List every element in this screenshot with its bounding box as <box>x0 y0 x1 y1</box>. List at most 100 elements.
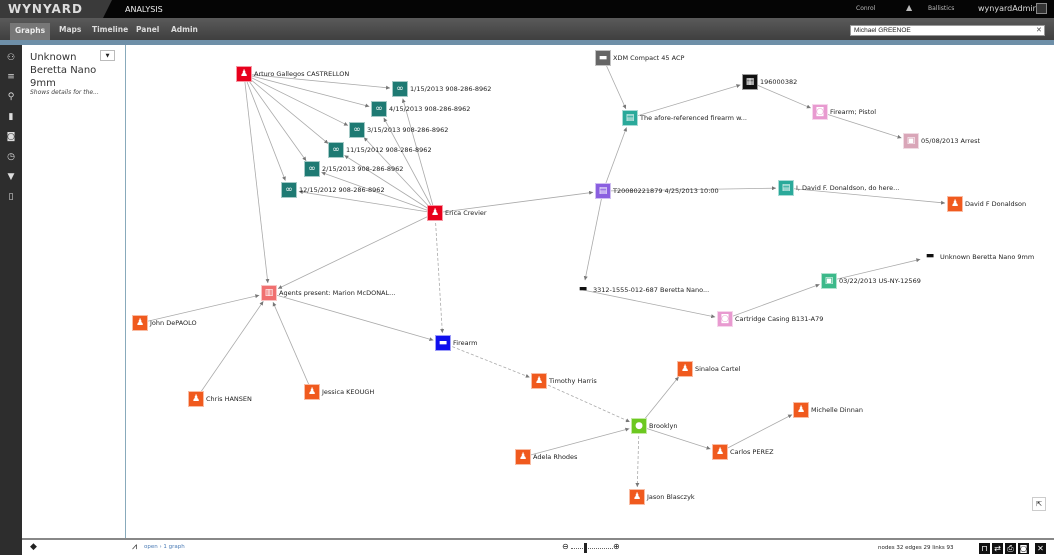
zoom-slider[interactable]: ⊖ ⊕ <box>562 542 620 553</box>
graph-edge[interactable] <box>638 425 711 450</box>
zoom-slider-thumb[interactable] <box>583 543 587 553</box>
graph-node-link[interactable]: ∞ <box>371 101 387 117</box>
print-icon[interactable]: ⎙ <box>1005 543 1016 554</box>
graph-node-person[interactable]: ♟ <box>515 449 531 465</box>
user-avatar-icon[interactable] <box>1036 3 1047 14</box>
graph-edge[interactable] <box>719 414 793 453</box>
graph-edge[interactable] <box>442 342 530 378</box>
graph-edge[interactable] <box>434 212 445 334</box>
graph-edge[interactable] <box>582 289 716 319</box>
graph-node-gun[interactable]: ▬ <box>922 249 938 265</box>
graph-edge[interactable] <box>243 73 370 108</box>
filter-icon[interactable]: ▼ <box>7 172 15 182</box>
graph-edge[interactable] <box>629 84 741 119</box>
ballistics-link[interactable]: Ballistics <box>928 5 955 12</box>
graph-edge[interactable] <box>363 137 436 214</box>
graph-edge[interactable] <box>522 427 630 458</box>
fit-view-button[interactable]: ⇱ <box>1032 497 1046 511</box>
graph-edge[interactable] <box>749 81 811 109</box>
camera-snapshot-icon[interactable]: ◙ <box>1018 543 1029 554</box>
graph-edge[interactable] <box>243 73 270 284</box>
graph-edge[interactable] <box>272 302 313 393</box>
tab-panel[interactable]: Panel <box>136 25 160 34</box>
graph-node-gun[interactable]: ▬ <box>575 282 591 298</box>
tab-maps[interactable]: Maps <box>59 25 82 34</box>
tab-timeline[interactable]: Timeline <box>92 25 129 34</box>
graph-edge[interactable] <box>383 117 436 214</box>
close-icon[interactable]: ✕ <box>1035 543 1046 554</box>
graph-node-book[interactable]: ▥ <box>261 285 277 301</box>
graph-node-person[interactable]: ♟ <box>947 196 963 212</box>
list-icon[interactable]: ≡ <box>7 72 15 82</box>
tab-graphs[interactable]: Graphs <box>10 23 50 40</box>
graph-edge[interactable] <box>538 380 631 423</box>
layout-icon[interactable]: ⇄ <box>992 543 1003 554</box>
graph-edge[interactable] <box>785 187 946 205</box>
search-input[interactable] <box>850 25 1045 36</box>
graph-edge[interactable] <box>321 171 436 214</box>
panel-dropdown[interactable]: ▼ <box>100 50 115 61</box>
search-icon[interactable]: ⚲ <box>7 92 15 102</box>
notebook-icon[interactable]: ▮ <box>8 112 14 122</box>
graph-node-link[interactable]: ∞ <box>281 182 297 198</box>
bell-icon[interactable]: ▲ <box>906 3 913 12</box>
graph-node-person[interactable]: ♟ <box>677 361 693 377</box>
people-icon[interactable]: ⚇ <box>6 53 16 63</box>
graph-node-file[interactable]: ▣ <box>821 273 837 289</box>
graph-node-globe[interactable]: ● <box>631 418 647 434</box>
graph-edge[interactable] <box>724 283 820 320</box>
graph-edge[interactable] <box>277 212 436 290</box>
clock-icon[interactable]: ◷ <box>7 152 15 162</box>
graph-node-document[interactable]: ▤ <box>595 183 611 199</box>
conrol-link[interactable]: Conrol <box>856 5 876 12</box>
graph-node-person[interactable]: ♟ <box>188 391 204 407</box>
graph-edge[interactable] <box>243 73 391 90</box>
chart-icon[interactable]: ⩘ <box>132 542 138 552</box>
graph-status[interactable]: open › 1 graph <box>144 544 185 550</box>
graph-edge[interactable] <box>828 258 921 282</box>
graph-edge[interactable] <box>602 57 627 110</box>
graph-node-link[interactable]: ∞ <box>304 161 320 177</box>
graph-edge[interactable] <box>602 127 628 192</box>
graph-edge[interactable] <box>298 190 436 214</box>
graph-edge[interactable] <box>602 186 777 192</box>
graph-edge[interactable] <box>139 294 260 324</box>
unlock-icon[interactable]: ⊓ <box>979 543 990 554</box>
graph-node-file[interactable]: ▣ <box>903 133 919 149</box>
graph-edge[interactable] <box>638 376 680 427</box>
graph-node-person[interactable]: ♟ <box>629 489 645 505</box>
graph-canvas[interactable]: ⇱ ♟ Arturo Gallegos CASTRELLON ∞ 1/15/2013 … <box>126 45 1054 538</box>
user-menu[interactable]: wynyardAdmin <box>978 4 1038 13</box>
graph-edge[interactable] <box>243 73 307 162</box>
graph-node-document[interactable]: ▤ <box>622 110 638 126</box>
camera-icon[interactable]: ◙ <box>6 132 16 142</box>
graph-node-person[interactable]: ♟ <box>132 315 148 331</box>
graph-node-gun[interactable]: ▬ <box>595 50 611 66</box>
graph-edge[interactable] <box>434 190 594 214</box>
tab-admin[interactable]: Admin <box>171 25 198 34</box>
graph-edge[interactable] <box>344 155 436 214</box>
graph-node-person[interactable]: ♟ <box>304 384 320 400</box>
graph-node-document[interactable]: ▤ <box>778 180 794 196</box>
tag-icon[interactable]: ◆ <box>30 542 37 552</box>
graph-node-person[interactable]: ♟ <box>793 402 809 418</box>
graph-edge[interactable] <box>195 301 264 400</box>
graph-node-person[interactable]: ♟ <box>427 205 443 221</box>
bookmark-icon[interactable]: ▯ <box>8 192 14 202</box>
graph-edge[interactable] <box>243 73 329 144</box>
graph-edge[interactable] <box>401 98 436 214</box>
graph-edge[interactable] <box>583 190 604 281</box>
graph-edge[interactable] <box>243 73 286 181</box>
graph-node-barcode[interactable]: ▦ <box>742 74 758 90</box>
graph-edge[interactable] <box>819 111 902 139</box>
graph-edge[interactable] <box>268 292 434 342</box>
graph-edge[interactable] <box>635 425 640 488</box>
graph-node-camera[interactable]: ◙ <box>812 104 828 120</box>
graph-node-person[interactable]: ♟ <box>236 66 252 82</box>
graph-node-link[interactable]: ∞ <box>349 122 365 138</box>
graph-node-camera[interactable]: ◙ <box>717 311 733 327</box>
graph-node-gun[interactable]: ▬ <box>435 335 451 351</box>
graph-edge[interactable] <box>243 73 349 126</box>
graph-node-link[interactable]: ∞ <box>392 81 408 97</box>
graph-node-link[interactable]: ∞ <box>328 142 344 158</box>
